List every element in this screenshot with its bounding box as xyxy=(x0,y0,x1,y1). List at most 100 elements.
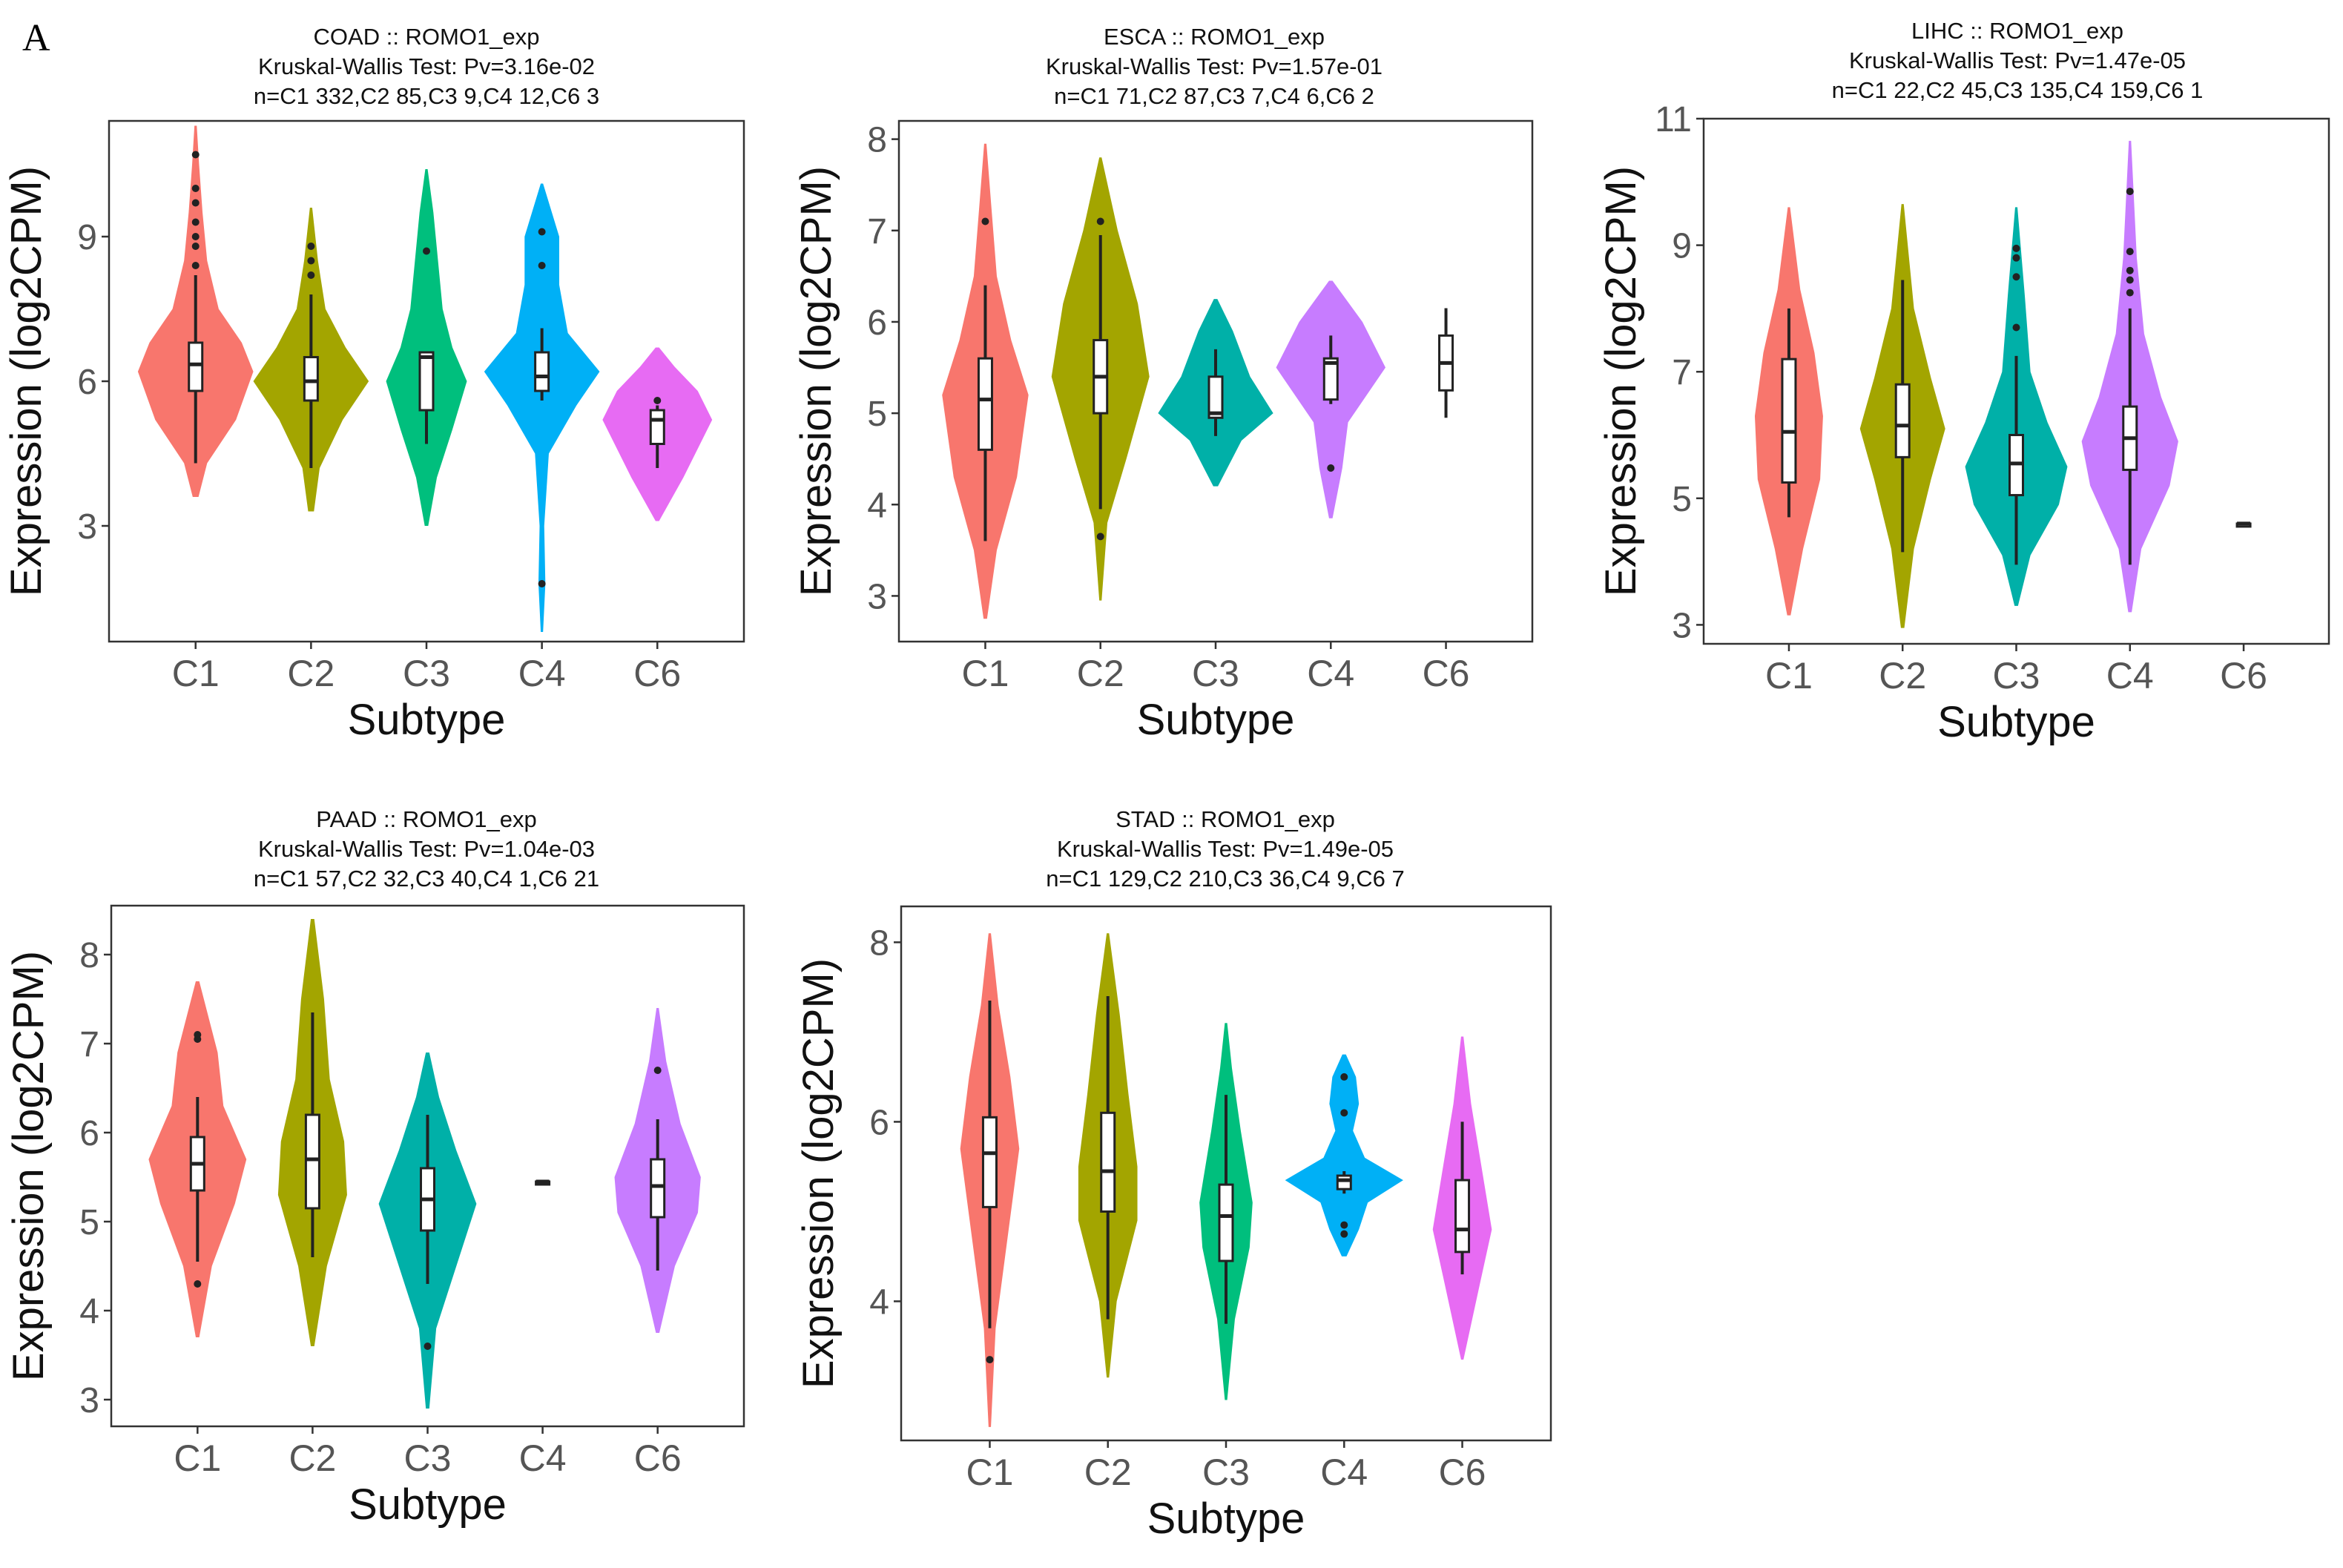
outlier-point xyxy=(191,243,200,250)
violin-c4 xyxy=(484,183,600,632)
chart-title-line: n=C1 57,C2 32,C3 40,C4 1,C6 21 xyxy=(254,866,599,892)
y-tick-label: 7 xyxy=(1672,353,1692,392)
x-tick-label: C3 xyxy=(1202,1452,1250,1493)
y-tick-label: 8 xyxy=(79,936,99,975)
outlier-point xyxy=(423,247,430,255)
outlier-point xyxy=(191,218,200,226)
y-tick-label: 8 xyxy=(867,121,887,160)
box-c4 xyxy=(1322,357,1339,401)
x-tick-label: C1 xyxy=(961,653,1009,694)
chart-title-line: n=C1 129,C2 210,C3 36,C4 9,C6 7 xyxy=(1046,866,1404,892)
box-c2 xyxy=(1894,383,1911,458)
outlier-point xyxy=(2012,254,2020,262)
x-tick-label: C2 xyxy=(1077,653,1124,694)
y-tick-label: 3 xyxy=(1672,606,1692,645)
y-tick-label: 9 xyxy=(1672,227,1692,266)
outlier-point xyxy=(2126,266,2134,274)
outlier-point xyxy=(307,257,315,265)
box-c4 xyxy=(534,351,550,392)
outlier-point xyxy=(981,217,989,225)
y-tick-label: 3 xyxy=(867,577,887,616)
x-tick-label: C2 xyxy=(289,1437,336,1479)
outlier-point xyxy=(424,1343,432,1350)
x-tick-label: C1 xyxy=(172,653,220,694)
y-tick-label: 9 xyxy=(77,218,97,257)
violin-c4 xyxy=(1285,1054,1403,1256)
x-tick-label: C4 xyxy=(519,1437,567,1479)
box-c6 xyxy=(650,1158,666,1219)
outlier-point xyxy=(194,1280,202,1288)
outlier-point xyxy=(653,397,662,404)
box-c3 xyxy=(1207,375,1224,419)
box-c3 xyxy=(1218,1183,1234,1262)
chart-title-line: n=C1 71,C2 87,C3 7,C4 6,C6 2 xyxy=(1054,83,1374,109)
y-tick-label: 11 xyxy=(1655,100,1692,139)
chart-title-line: STAD :: ROMO1_exp xyxy=(1116,806,1335,832)
x-tick-label: C6 xyxy=(1423,653,1470,694)
y-tick-label: 5 xyxy=(79,1203,99,1242)
outlier-point xyxy=(1340,1230,1348,1238)
y-tick-label: 6 xyxy=(869,1103,889,1142)
x-tick-label: C2 xyxy=(1879,655,1926,696)
chart-title-line: Kruskal-Wallis Test: Pv=1.49e-05 xyxy=(1057,836,1394,862)
outlier-point xyxy=(1096,217,1104,225)
x-tick-label: C4 xyxy=(518,653,566,694)
y-tick-label: 4 xyxy=(79,1292,99,1331)
y-tick-label: 3 xyxy=(77,507,97,547)
outlier-point xyxy=(191,151,200,159)
outlier-point xyxy=(194,1031,202,1038)
outlier-point xyxy=(2126,289,2134,297)
outlier-point xyxy=(307,271,315,279)
outlier-point xyxy=(2126,248,2134,256)
box-c2 xyxy=(304,1113,320,1210)
outlier-point xyxy=(1096,533,1104,541)
outlier-point xyxy=(538,580,546,587)
outlier-point xyxy=(1340,1109,1348,1117)
y-tick-label: 7 xyxy=(79,1025,99,1064)
box-c2 xyxy=(1100,1111,1116,1213)
y-tick-label: 5 xyxy=(1672,480,1692,519)
violin-c3 xyxy=(386,169,467,526)
y-axis-label: Expression (log2CPM) xyxy=(1597,166,1645,596)
x-tick-label: C4 xyxy=(2106,655,2154,696)
y-tick-label: 6 xyxy=(77,363,97,402)
outlier-point xyxy=(986,1356,994,1364)
chart-title-line: PAAD :: ROMO1_exp xyxy=(316,806,536,832)
x-tick-label: C3 xyxy=(1192,653,1239,694)
box-c3 xyxy=(418,351,435,412)
x-tick-label: C6 xyxy=(2220,655,2267,696)
x-axis-label: Subtype xyxy=(1147,1495,1305,1543)
outlier-point xyxy=(191,262,200,269)
y-axis-label: Expression (log2CPM) xyxy=(4,951,53,1381)
x-tick-label: C2 xyxy=(1084,1452,1132,1493)
outlier-point xyxy=(538,228,546,236)
outlier-point xyxy=(653,1067,662,1074)
x-tick-label: C6 xyxy=(633,653,681,694)
box-c1 xyxy=(188,341,204,392)
chart-title-line: n=C1 22,C2 45,C3 135,C4 159,C6 1 xyxy=(1832,77,2204,103)
box-c4 xyxy=(1336,1174,1352,1190)
outlier-point xyxy=(307,243,315,250)
y-tick-label: 6 xyxy=(79,1114,99,1153)
chart-title-line: Kruskal-Wallis Test: Pv=3.16e-02 xyxy=(258,53,595,79)
x-axis-label: Subtype xyxy=(348,696,506,744)
x-axis-label: Subtype xyxy=(1137,696,1295,744)
y-tick-label: 4 xyxy=(869,1282,889,1322)
outlier-point xyxy=(538,262,546,269)
outlier-point xyxy=(2126,188,2134,196)
chart-title-line: n=C1 332,C2 85,C3 9,C4 12,C6 3 xyxy=(254,83,599,109)
y-axis-label: Expression (log2CPM) xyxy=(792,166,840,596)
y-tick-label: 4 xyxy=(867,486,887,525)
y-tick-label: 6 xyxy=(867,303,887,343)
box-c2 xyxy=(303,356,319,402)
x-tick-label: C1 xyxy=(174,1437,221,1479)
outlier-point xyxy=(2012,244,2020,252)
outlier-point xyxy=(1340,1073,1348,1081)
x-axis-label: Subtype xyxy=(1937,698,2095,746)
